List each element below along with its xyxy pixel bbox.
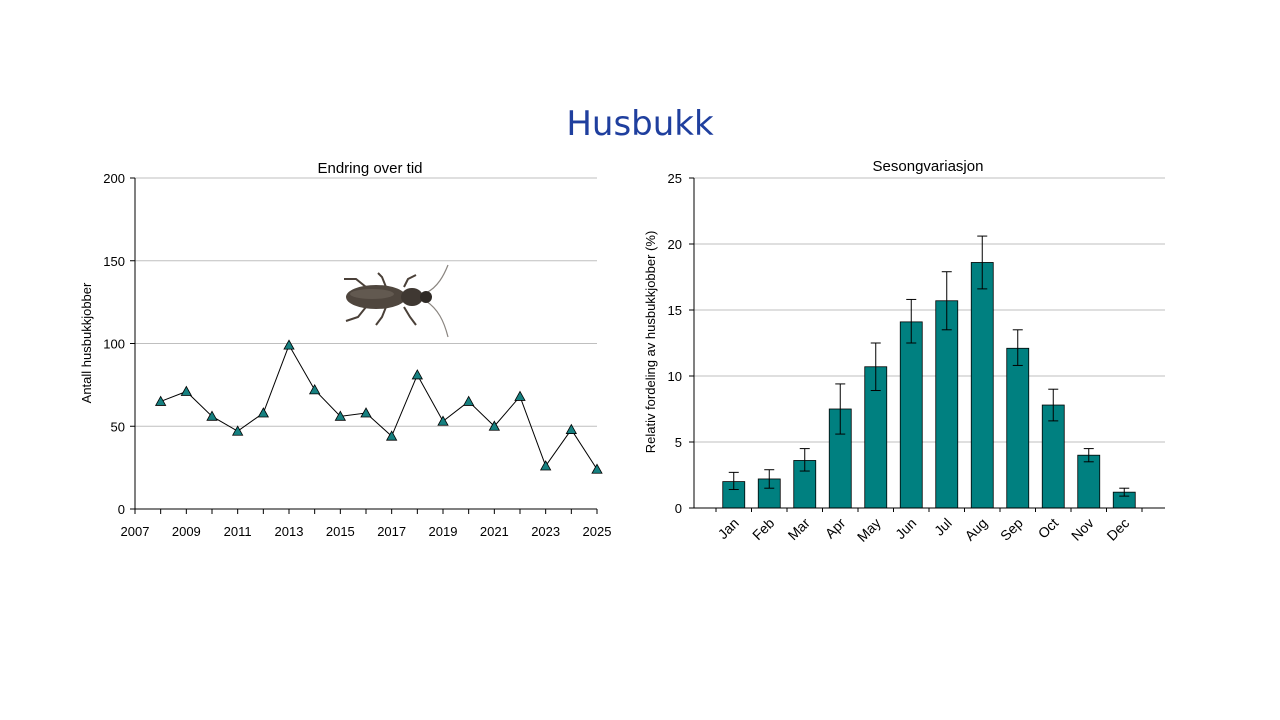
right-x-tick-label: Oct — [1035, 515, 1062, 542]
left-y-tick-label: 0 — [118, 502, 125, 517]
page-title: Husbukk — [566, 104, 714, 144]
data-point — [257, 407, 270, 418]
data-point — [231, 425, 244, 436]
line-chart-endring: Endring over tid Antall husbukkjobber 0 5… — [79, 160, 612, 539]
data-point — [462, 395, 475, 406]
right-x-tick-label: Jan — [715, 515, 742, 542]
right-x-tick-label: Mar — [784, 515, 813, 544]
left-axes — [130, 177, 598, 514]
left-x-tick-label: 2021 — [480, 524, 509, 539]
right-y-axis-label: Relativ fordeling av husbukkjobber (%) — [643, 231, 658, 454]
left-x-tick-label: 2015 — [326, 524, 355, 539]
right-x-tick-label: Sep — [997, 515, 1026, 544]
right-x-tick-label: Aug — [961, 515, 990, 544]
data-point — [488, 420, 501, 431]
left-y-tick-labels: 0 50 100 150 200 — [103, 171, 125, 517]
bar — [899, 321, 923, 509]
data-point — [539, 460, 552, 471]
right-y-tick-label: 10 — [668, 369, 682, 384]
bar — [828, 408, 852, 509]
right-axes — [689, 177, 1165, 512]
left-gridlines — [135, 177, 597, 427]
series-points — [154, 339, 603, 474]
bar — [935, 300, 959, 509]
data-point — [154, 395, 167, 406]
left-x-tick-label: 2013 — [275, 524, 304, 539]
right-y-tick-label: 0 — [675, 501, 682, 516]
bar — [793, 460, 817, 509]
right-x-tick-label: Jul — [931, 515, 955, 539]
bar — [722, 481, 746, 509]
data-point — [283, 339, 295, 350]
bars — [722, 262, 1136, 509]
data-point — [514, 390, 526, 401]
right-y-tick-label: 15 — [668, 303, 682, 318]
right-x-tick-label: May — [854, 515, 884, 545]
bar — [864, 366, 888, 509]
left-y-axis-label: Antall husbukkjobber — [79, 282, 94, 403]
right-x-tick-label: Apr — [822, 515, 849, 542]
data-point — [206, 410, 218, 421]
right-gridlines — [694, 177, 1165, 443]
bar — [970, 262, 994, 509]
left-y-tick-label: 100 — [103, 337, 125, 352]
series-line — [160, 343, 598, 470]
right-x-tick-labels: Jan Feb Mar Apr May Jun Jul Aug Sep Oct Nov Dec — [715, 515, 1133, 545]
right-y-tick-label: 25 — [668, 171, 682, 186]
left-y-tick-label: 150 — [103, 254, 125, 269]
left-x-tick-label: 2011 — [224, 524, 252, 539]
left-y-tick-label: 50 — [111, 419, 125, 434]
data-point — [334, 410, 347, 421]
data-point — [411, 369, 424, 380]
left-x-tick-label: 2023 — [531, 524, 560, 539]
left-x-tick-label: 2017 — [377, 524, 406, 539]
bar — [1112, 491, 1136, 509]
right-x-tick-label: Jun — [892, 515, 919, 542]
bar — [1077, 454, 1101, 509]
longhorn-beetle-icon — [344, 264, 449, 338]
data-point — [565, 423, 578, 434]
left-x-tick-labels: 2007 2009 2011 2013 2015 2017 2019 2021 2023 2025 — [121, 524, 612, 539]
right-chart-title: Sesongvariasjon — [873, 158, 984, 175]
bar — [1041, 404, 1065, 509]
left-chart-title: Endring over tid — [317, 160, 422, 177]
left-x-tick-label: 2019 — [429, 524, 458, 539]
left-x-tick-label: 2007 — [121, 524, 150, 539]
right-x-tick-label: Feb — [749, 515, 778, 544]
left-x-tick-label: 2025 — [583, 524, 612, 539]
left-y-tick-label: 200 — [103, 171, 125, 186]
right-x-tick-label: Dec — [1103, 515, 1132, 544]
right-x-tick-label: Nov — [1068, 515, 1097, 544]
data-point — [385, 430, 398, 441]
error-bars — [728, 235, 1130, 497]
data-point — [591, 463, 603, 474]
right-y-tick-label: 5 — [675, 435, 682, 450]
data-point — [360, 407, 372, 418]
data-point — [308, 384, 321, 395]
right-y-tick-label: 20 — [668, 237, 682, 252]
bar — [1006, 347, 1030, 509]
data-point — [180, 385, 193, 396]
left-x-tick-label: 2009 — [172, 524, 201, 539]
bar — [757, 478, 781, 509]
data-point — [437, 415, 449, 426]
right-y-tick-labels: 0 5 10 15 20 25 — [668, 171, 682, 516]
